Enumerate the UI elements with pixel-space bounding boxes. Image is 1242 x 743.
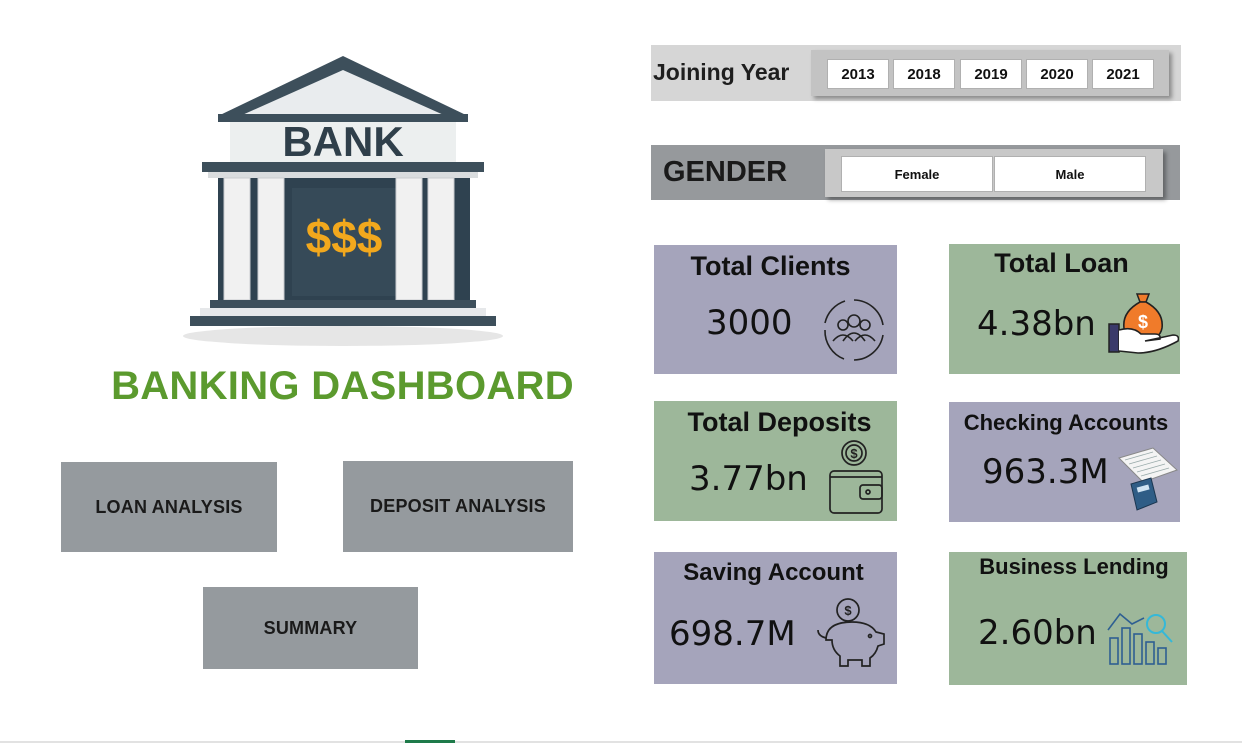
wallet-coin-icon: $ <box>829 440 883 514</box>
svg-text:$: $ <box>1138 312 1148 332</box>
svg-text:$: $ <box>844 603 852 618</box>
bank-logo: BANK $$$ <box>183 56 503 346</box>
kpi-card-total-clients: Total Clients 3000 <box>654 245 897 374</box>
summary-button[interactable]: SUMMARY <box>203 587 418 669</box>
joining-year-slicer: Joining Year 2013 2018 2019 2020 2021 <box>651 45 1181 101</box>
kpi-title: Total Clients <box>690 251 851 281</box>
kpi-card-saving-account: Saving Account 698.7M $ <box>654 552 897 684</box>
sheet-tab-strip <box>0 741 1242 743</box>
gender-slicer: GENDER Female Male <box>651 145 1180 200</box>
active-sheet-tab[interactable] <box>405 740 455 743</box>
gender-option-male[interactable]: Male <box>994 156 1146 192</box>
svg-text:$: $ <box>850 446 858 461</box>
kpi-value: 963.3M <box>982 452 1109 492</box>
kpi-card-total-deposits: Total Deposits 3.77bn $ <box>654 401 897 521</box>
kpi-card-business-lending: Business Lending 2.60bn <box>949 552 1187 685</box>
year-option-2013[interactable]: 2013 <box>827 59 889 89</box>
kpi-value: 2.60bn <box>978 613 1097 653</box>
kpi-value: 3000 <box>706 303 793 343</box>
kpi-title: Checking Accounts <box>963 410 1169 435</box>
kpi-value: 4.38bn <box>977 304 1096 344</box>
kpi-value: 3.77bn <box>689 459 808 499</box>
growth-chart-icon <box>1107 612 1173 665</box>
kpi-value: 698.7M <box>669 614 796 654</box>
gender-option-female[interactable]: Female <box>841 156 993 192</box>
money-bag-hand-icon: $ <box>1108 293 1179 354</box>
year-option-2018[interactable]: 2018 <box>893 59 955 89</box>
kpi-card-checking-accounts: Checking Accounts 963.3M <box>949 402 1180 522</box>
piggy-bank-icon: $ <box>817 598 885 667</box>
year-option-2021[interactable]: 2021 <box>1092 59 1154 89</box>
year-option-2020[interactable]: 2020 <box>1026 59 1088 89</box>
gender-options: Female Male <box>825 149 1163 197</box>
kpi-title: Total Deposits <box>687 407 872 437</box>
kpi-title: Saving Account <box>683 559 864 586</box>
kpi-title: Total Loan <box>994 248 1129 278</box>
ledger-calculator-icon <box>1118 447 1178 511</box>
dashboard-title: BANKING DASHBOARD <box>111 364 574 408</box>
deposit-analysis-button[interactable]: DEPOSIT ANALYSIS <box>343 461 573 552</box>
joining-year-label: Joining Year <box>653 59 790 85</box>
kpi-title: Business Lending <box>979 554 1169 579</box>
bank-logo-text: BANK <box>282 118 403 165</box>
gender-label: GENDER <box>663 156 788 188</box>
year-options: 2013 2018 2019 2020 2021 <box>811 50 1169 96</box>
dollar-signs-icon: $$$ <box>306 211 383 263</box>
users-cycle-icon <box>824 299 884 361</box>
year-option-2019[interactable]: 2019 <box>960 59 1022 89</box>
loan-analysis-button[interactable]: LOAN ANALYSIS <box>61 462 277 552</box>
kpi-card-total-loan: Total Loan 4.38bn $ <box>949 244 1180 374</box>
